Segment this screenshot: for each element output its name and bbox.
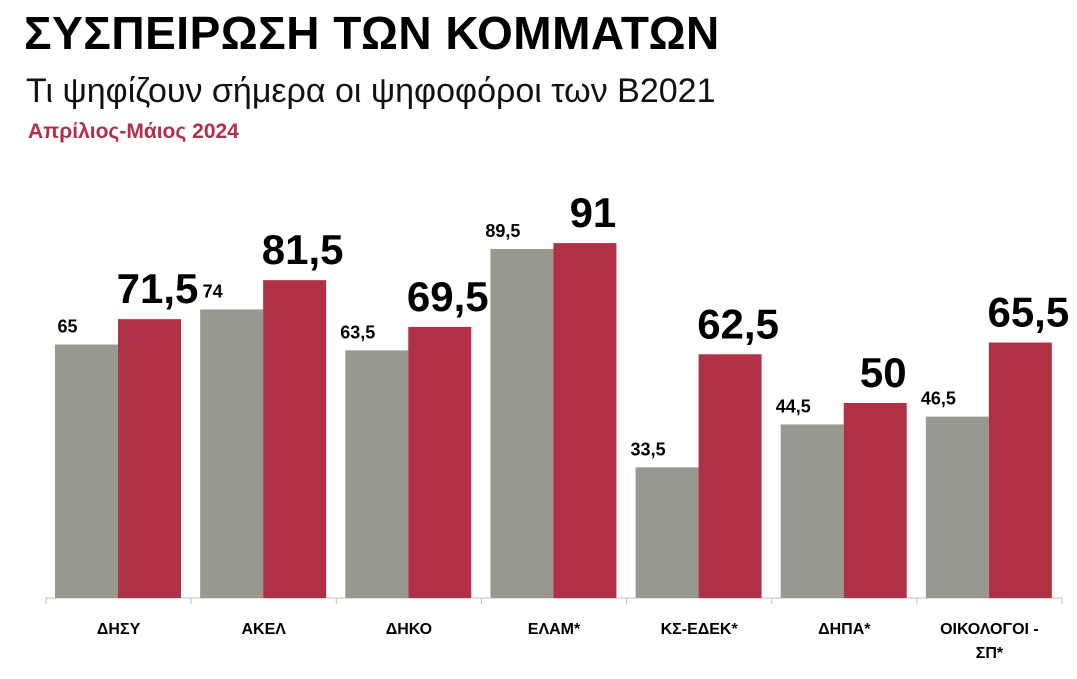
data-label-series-1-6: 46,5 — [921, 389, 956, 409]
category-label-2: ΔΗΚΟ — [386, 621, 432, 638]
data-label-series-1-5: 44,5 — [776, 396, 811, 416]
bar-series-1-0 — [55, 344, 118, 598]
category-label-1: ΑΚΕΛ — [241, 621, 286, 638]
bar-series-1-1 — [200, 309, 264, 598]
data-label-series-2-5: 50 — [860, 349, 907, 396]
category-label-3: ΕΛΑΜ* — [528, 621, 581, 638]
data-label-series-2-1: 81,5 — [262, 226, 344, 273]
data-label-series-2-3: 91 — [570, 189, 617, 236]
bar-series-1-6 — [925, 416, 989, 598]
category-label-5: ΔΗΠΑ* — [818, 621, 871, 638]
bar-series-2-5 — [843, 403, 907, 598]
bar-series-2-1 — [263, 280, 327, 598]
data-label-series-2-2: 69,5 — [407, 273, 489, 320]
bar-series-2-6 — [988, 342, 1052, 598]
data-label-series-1-0: 65 — [57, 317, 77, 337]
data-label-series-2-0: 71,5 — [117, 265, 199, 312]
data-label-series-1-2: 63,5 — [340, 322, 375, 342]
category-label-0: ΔΗΣΥ — [97, 621, 141, 638]
chart-title: ΣΥΣΠΕΙΡΩΣΗ ΤΩΝ ΚΟΜΜΑΤΩΝ — [24, 7, 720, 59]
data-label-series-2-6: 65,5 — [987, 289, 1069, 336]
bar-series-1-5 — [780, 424, 844, 598]
bar-series-2-2 — [408, 326, 472, 598]
bar-series-1-4 — [635, 467, 699, 598]
bar-series-2-4 — [698, 354, 762, 598]
data-label-series-1-3: 89,5 — [485, 221, 520, 241]
data-label-series-2-4: 62,5 — [697, 300, 779, 347]
data-label-series-1-4: 33,5 — [631, 439, 666, 459]
chart-period: Απρίλιος-Μάιος 2024 — [28, 120, 239, 143]
bar-series-2-0 — [118, 319, 181, 598]
category-label-4: ΚΣ-ΕΔΕΚ* — [661, 621, 739, 638]
category-label-6: ΟΙΚΟΛΟΓΟΙ -ΣΠ* — [940, 621, 1039, 662]
bar-series-2-3 — [553, 243, 617, 598]
chart-subtitle: Τι ψηφίζουν σήμερα οι ψηφοφόροι των Β202… — [26, 72, 716, 110]
bar-series-1-2 — [345, 350, 409, 598]
bar-series-1-3 — [490, 248, 554, 598]
data-label-series-1-1: 74 — [203, 281, 223, 301]
